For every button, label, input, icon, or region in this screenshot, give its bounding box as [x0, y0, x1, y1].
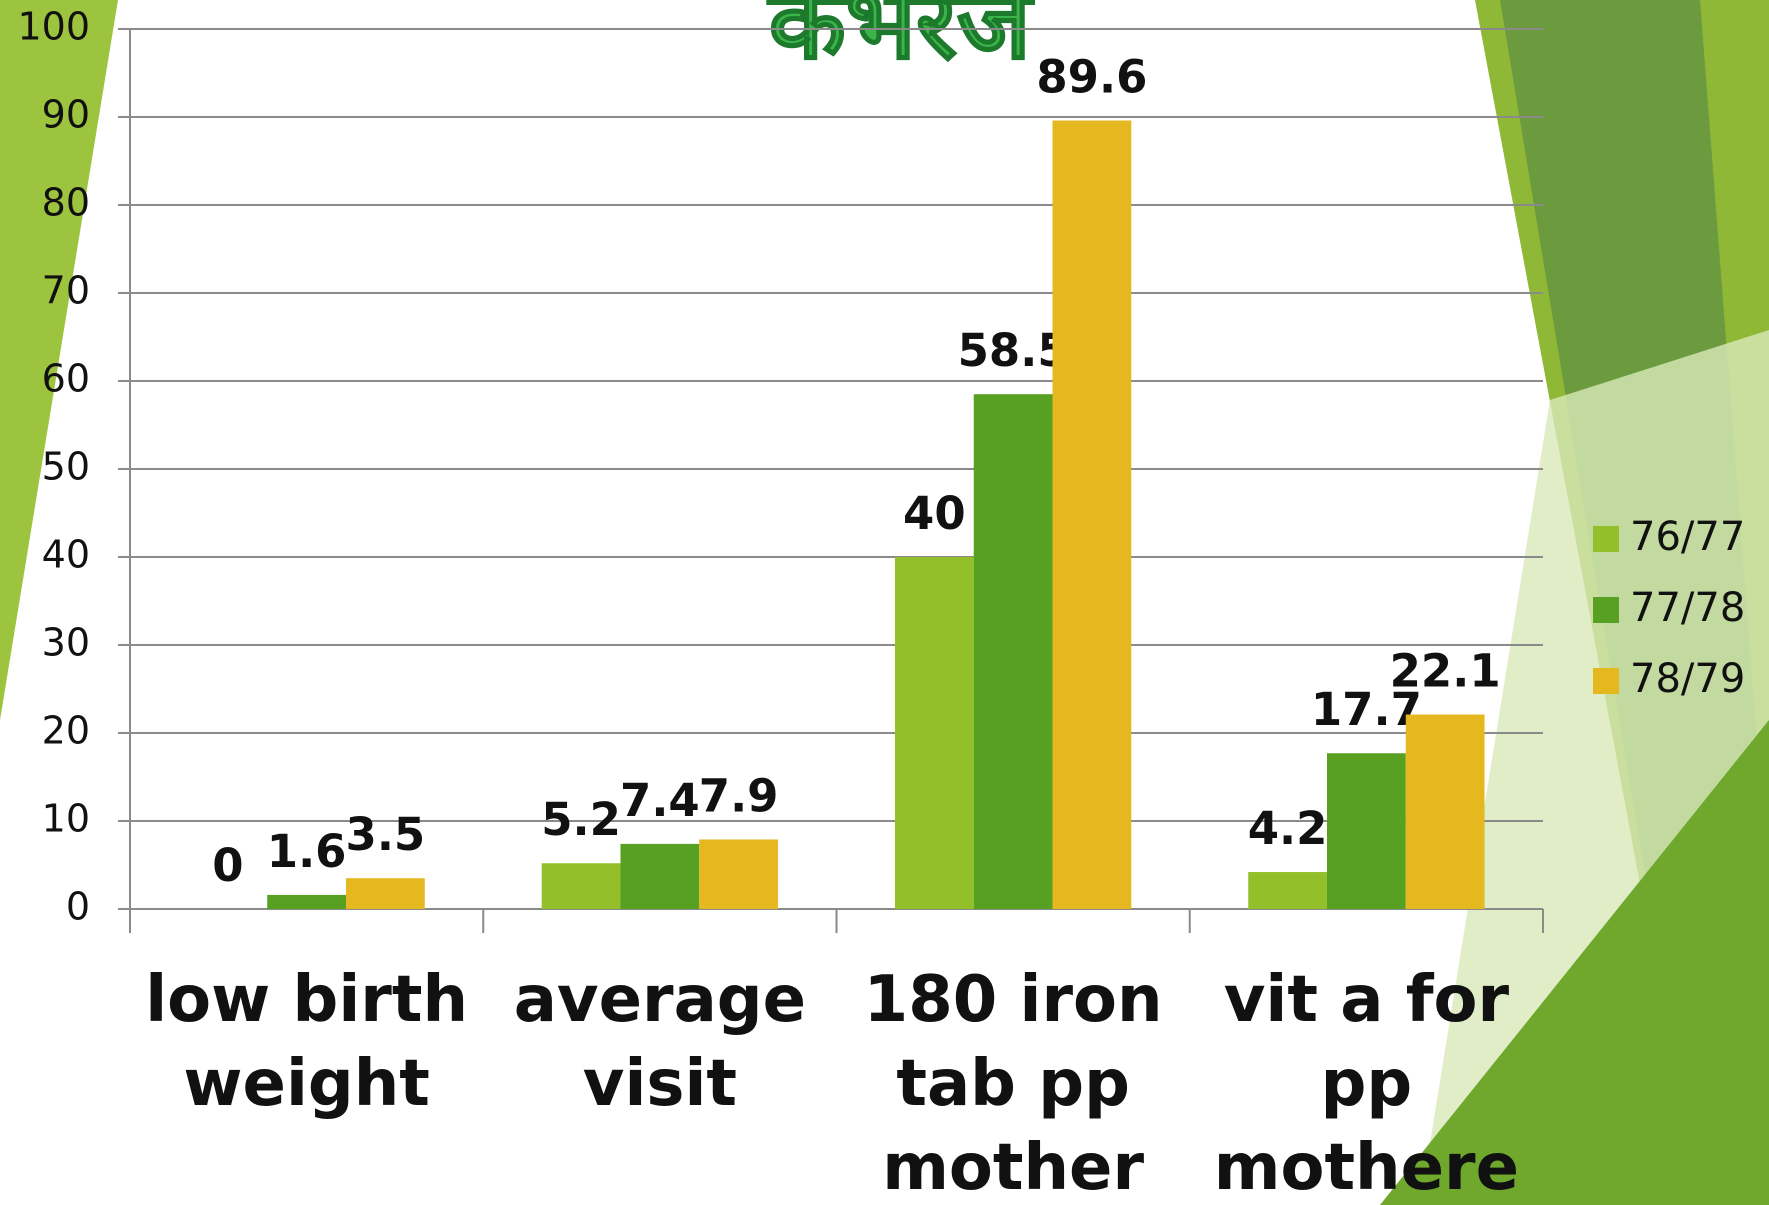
data-label: 17.7: [1311, 683, 1422, 736]
bar: [1326, 753, 1406, 909]
y-tick-label: 10: [42, 797, 90, 841]
bar: [973, 394, 1053, 909]
legend-label: 77/78: [1630, 585, 1745, 631]
bar: [1052, 120, 1132, 909]
y-tick-label: 30: [42, 621, 90, 665]
data-label: 7.9: [699, 769, 779, 822]
x-tick-label: 180 iron tab pp mother: [863, 963, 1163, 1205]
y-tick-label: 70: [42, 269, 90, 313]
deco: [0, 0, 118, 720]
data-label: 0: [212, 839, 243, 892]
bar: [699, 839, 779, 909]
data-label: 1.6: [267, 825, 347, 878]
y-tick-label: 80: [42, 181, 90, 225]
x-tick-label: low birth weight: [145, 963, 469, 1121]
bar: [346, 878, 425, 909]
y-tick-label: 50: [42, 445, 90, 489]
y-tick-label: 20: [42, 709, 90, 753]
y-tick-label: 0: [66, 885, 90, 929]
y-tick-label: 40: [42, 533, 90, 577]
data-label: 40: [903, 487, 966, 540]
bar: [1405, 714, 1485, 909]
data-label: 89.6: [1036, 51, 1147, 104]
data-label: 58.5: [958, 324, 1069, 377]
data-label: 5.2: [541, 793, 621, 846]
legend-label: 78/79: [1630, 656, 1745, 702]
legend-swatch: [1593, 597, 1619, 623]
bar: [267, 894, 347, 909]
y-tick-label: 60: [42, 357, 90, 401]
legend-swatch: [1593, 668, 1619, 694]
bar: [620, 843, 700, 909]
legend-label: 76/77: [1630, 514, 1745, 560]
bar: [1248, 872, 1327, 909]
deco: [1380, 720, 1769, 1205]
x-tick-label: vit a for pp mothere: [1213, 963, 1519, 1205]
legend-swatch: [1593, 526, 1619, 552]
y-tick-label: 100: [17, 5, 90, 49]
bar: [541, 863, 621, 909]
data-label: 22.1: [1390, 645, 1501, 698]
data-label: 7.4: [620, 774, 700, 827]
y-tick-label: 90: [42, 93, 90, 137]
bar: [894, 557, 974, 909]
data-label: 4.2: [1248, 802, 1328, 855]
x-tick-label: average visit: [513, 963, 807, 1121]
data-label: 3.5: [346, 808, 426, 861]
chart-title: कभरेज: [767, 0, 1035, 81]
